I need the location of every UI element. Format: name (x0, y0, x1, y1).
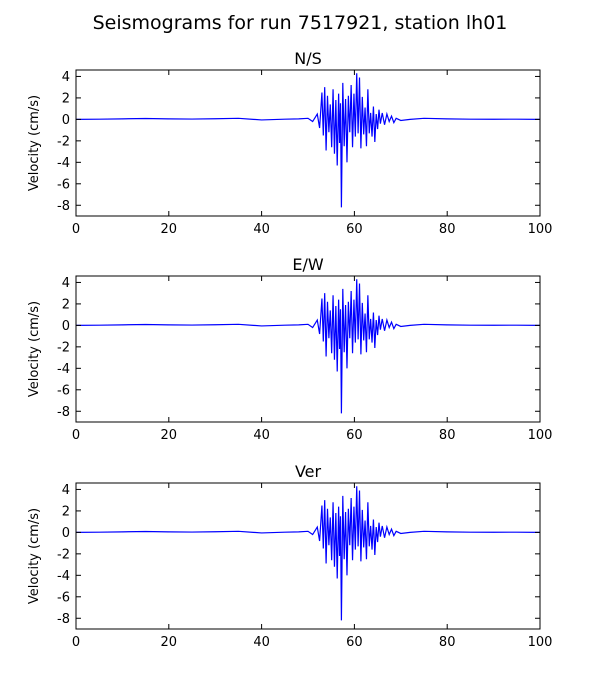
y-tick-label: -2 (57, 134, 70, 149)
y-tick-label: 0 (62, 526, 70, 541)
series-line (76, 486, 540, 621)
y-axis-label: Velocity (cm/s) (27, 95, 42, 191)
x-tick-label: 60 (346, 635, 363, 650)
y-tick-label: -6 (57, 383, 70, 398)
x-tick-label: 40 (253, 428, 270, 443)
axes-frame (75, 482, 541, 630)
x-tick-label: 20 (161, 222, 178, 237)
y-tick-label: 4 (62, 70, 70, 85)
series-line (76, 279, 540, 414)
y-tick-label: -6 (57, 177, 70, 192)
y-tick-label: -2 (57, 340, 70, 355)
x-tick-label: 40 (253, 635, 270, 650)
y-tick-label: -4 (57, 569, 70, 584)
panel-2: Ver 0 20 40 60 80 100 -8 -6 -4 -2 0 2 4 Velocity (cm/s… (27, 462, 552, 650)
y-axis-label: Velocity (cm/s) (27, 301, 42, 397)
y-tick-label: -2 (57, 547, 70, 562)
y-tick-label: 2 (62, 91, 70, 106)
x-tick-label: 60 (346, 222, 363, 237)
panel-1: E/W 0 20 40 60 80 100 -8 -6 -4 -2 0 2 4 Velocity (cm/s… (27, 255, 552, 443)
x-tick-label: 0 (72, 635, 80, 650)
x-tick-label: 80 (439, 222, 456, 237)
y-tick-label: 4 (62, 276, 70, 291)
y-tick-label: 4 (62, 483, 70, 498)
x-tick-label: 60 (346, 428, 363, 443)
y-axis-label: Velocity (cm/s) (27, 508, 42, 604)
x-tick-label: 80 (439, 635, 456, 650)
x-tick-label: 40 (253, 222, 270, 237)
y-tick-label: -4 (57, 156, 70, 171)
x-tick-label: 100 (528, 635, 553, 650)
axes-frame (75, 69, 541, 217)
y-tick-label: -4 (57, 362, 70, 377)
y-tick-label: 2 (62, 504, 70, 519)
y-tick-label: -8 (57, 199, 70, 214)
panel-0: N/S 0 20 40 60 80 100 -8 -6 -4 -2 0 2 4 Velocity (cm/s… (27, 49, 552, 237)
figure-title: Seismograms for run 7517921, station lh0… (93, 12, 508, 34)
y-tick-label: -8 (57, 405, 70, 420)
series-line (76, 73, 540, 208)
x-tick-label: 0 (72, 428, 80, 443)
x-tick-label: 100 (528, 222, 553, 237)
x-tick-label: 20 (161, 635, 178, 650)
y-tick-label: -6 (57, 590, 70, 605)
x-tick-label: 0 (72, 222, 80, 237)
y-tick-label: -8 (57, 612, 70, 627)
y-tick-label: 2 (62, 297, 70, 312)
y-tick-label: 0 (62, 319, 70, 334)
y-tick-label: 0 (62, 113, 70, 128)
x-tick-label: 80 (439, 428, 456, 443)
x-tick-label: 100 (528, 428, 553, 443)
axes-frame (75, 275, 541, 423)
panel-title: Ver (295, 462, 322, 481)
x-tick-label: 20 (161, 428, 178, 443)
panel-title: E/W (292, 255, 324, 274)
panel-title: N/S (294, 49, 322, 68)
